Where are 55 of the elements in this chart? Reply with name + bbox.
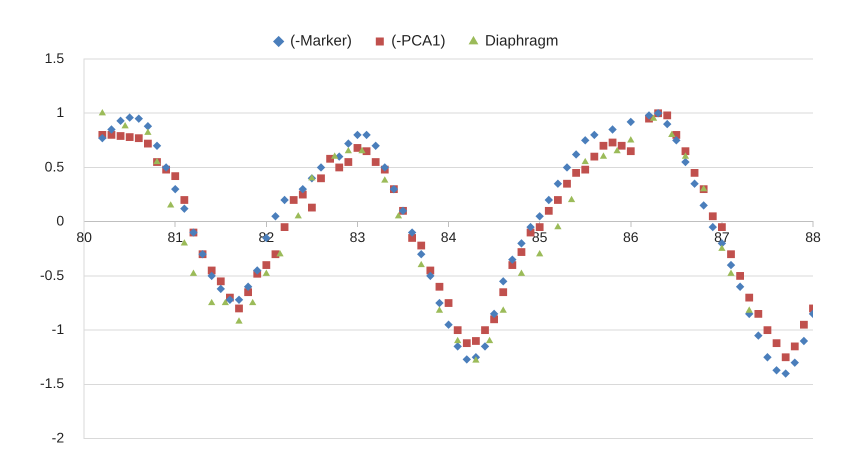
y-tick-label: -0.5 xyxy=(40,266,64,283)
point xyxy=(454,336,462,344)
point xyxy=(536,250,544,256)
point xyxy=(718,244,726,251)
x-tick-label: 88 xyxy=(805,228,821,245)
point xyxy=(249,298,256,306)
point xyxy=(568,196,576,202)
point xyxy=(208,298,216,306)
point xyxy=(650,114,658,121)
legend-label: Diaphragm xyxy=(484,32,558,50)
point xyxy=(682,152,690,159)
point xyxy=(358,146,366,154)
y-tick-label: -1 xyxy=(52,321,64,337)
y-tick-label: 0.5 xyxy=(44,158,64,174)
x-tick-label: 80 xyxy=(76,228,92,245)
point xyxy=(294,212,302,218)
point xyxy=(418,260,425,268)
point xyxy=(627,136,634,142)
point xyxy=(500,306,507,313)
point xyxy=(582,158,589,164)
point xyxy=(394,212,402,218)
point xyxy=(518,270,526,276)
y-tick-label: -2 xyxy=(52,429,64,446)
x-tick-label: 87 xyxy=(714,228,730,245)
point xyxy=(727,270,735,276)
x-tick-label: 86 xyxy=(622,228,639,245)
point xyxy=(98,109,106,116)
point xyxy=(746,306,753,313)
point xyxy=(167,201,174,208)
y-tick-label: -1.5 xyxy=(40,375,64,392)
point xyxy=(222,298,229,306)
point xyxy=(668,130,676,138)
x-tick-label: 84 xyxy=(440,228,457,245)
point xyxy=(381,176,388,183)
point xyxy=(486,336,494,344)
x-tick-label: 83 xyxy=(350,228,366,245)
point xyxy=(235,317,243,324)
point xyxy=(144,128,152,135)
legend-label: (-PCA1) xyxy=(391,32,446,50)
point xyxy=(190,270,198,276)
point xyxy=(554,222,562,230)
point xyxy=(613,146,621,154)
y-tick-label: 1.5 xyxy=(44,50,64,66)
point xyxy=(121,122,129,128)
legend-label: (-Marker) xyxy=(290,32,352,50)
y-tick-label: 1 xyxy=(56,104,64,120)
point xyxy=(436,306,444,313)
point xyxy=(600,152,608,159)
point xyxy=(472,356,480,363)
point xyxy=(344,146,352,154)
point xyxy=(276,250,284,256)
x-tick-label: 81 xyxy=(167,228,184,245)
point xyxy=(331,152,338,159)
point xyxy=(262,270,270,276)
y-tick-label: 0 xyxy=(56,212,64,229)
